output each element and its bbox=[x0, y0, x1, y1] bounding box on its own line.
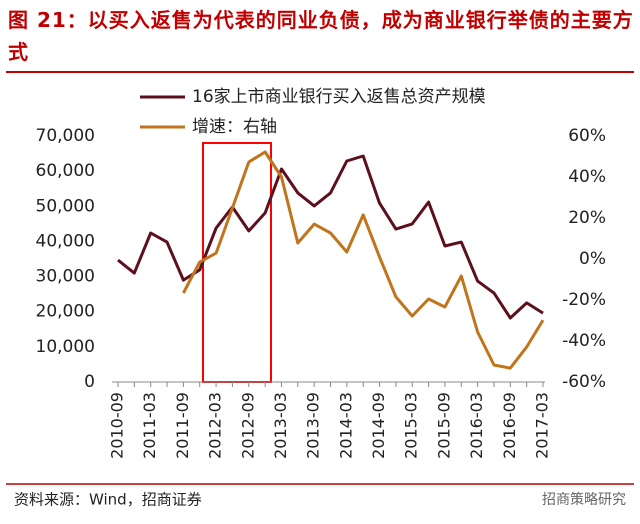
x-tick-label: 2017-03 bbox=[533, 392, 552, 459]
series-line bbox=[117, 154, 544, 320]
watermark: 招商策略研究 bbox=[542, 491, 626, 508]
x-tick-label: 2015-09 bbox=[434, 392, 453, 459]
y2-tick-label: 40% bbox=[568, 167, 606, 187]
y-tick-label: 30,000 bbox=[36, 267, 95, 287]
series-line bbox=[182, 150, 545, 370]
y-tick-label: 50,000 bbox=[36, 196, 95, 216]
legend-label: 增速：右轴 bbox=[192, 117, 277, 137]
y2-tick-label: -40% bbox=[562, 331, 606, 351]
source: 资料来源：Wind，招商证券 bbox=[14, 491, 202, 509]
y-tick-label: 40,000 bbox=[36, 231, 95, 251]
y2-tick-label: 60% bbox=[568, 126, 606, 146]
x-tick-label: 2012-03 bbox=[206, 392, 225, 459]
y2-tick-label: -20% bbox=[562, 290, 606, 310]
y-tick-label: 60,000 bbox=[36, 161, 95, 181]
y-tick-label: 10,000 bbox=[36, 337, 95, 357]
y2-tick-label: 0% bbox=[579, 249, 606, 269]
legend-label: 16家上市商业银行买入返售总资产规模 bbox=[192, 87, 486, 107]
y-tick-label: 70,000 bbox=[36, 126, 95, 146]
x-tick-label: 2010-09 bbox=[108, 392, 127, 459]
x-tick-label: 2016-09 bbox=[500, 392, 519, 459]
x-tick-label: 2013-09 bbox=[304, 392, 323, 459]
highlight-box bbox=[202, 142, 272, 383]
x-tick-label: 2011-03 bbox=[140, 392, 159, 459]
x-tick-label: 2014-03 bbox=[336, 392, 355, 459]
x-tick-label: 2011-09 bbox=[173, 392, 192, 459]
y2-tick-label: 20% bbox=[568, 208, 606, 228]
y-tick-label: 20,000 bbox=[36, 302, 95, 322]
x-tick-label: 2012-09 bbox=[238, 392, 257, 459]
y-tick-label: 0 bbox=[84, 372, 95, 392]
x-tick-label: 2016-03 bbox=[467, 392, 486, 459]
x-tick-label: 2013-03 bbox=[271, 392, 290, 459]
x-tick-label: 2014-09 bbox=[369, 392, 388, 459]
chart-title: 图 21：以买入返售为代表的同业负债，成为商业银行举债的主要方式 bbox=[8, 8, 634, 64]
y2-tick-label: -60% bbox=[562, 372, 606, 392]
x-tick-label: 2015-03 bbox=[402, 392, 421, 459]
